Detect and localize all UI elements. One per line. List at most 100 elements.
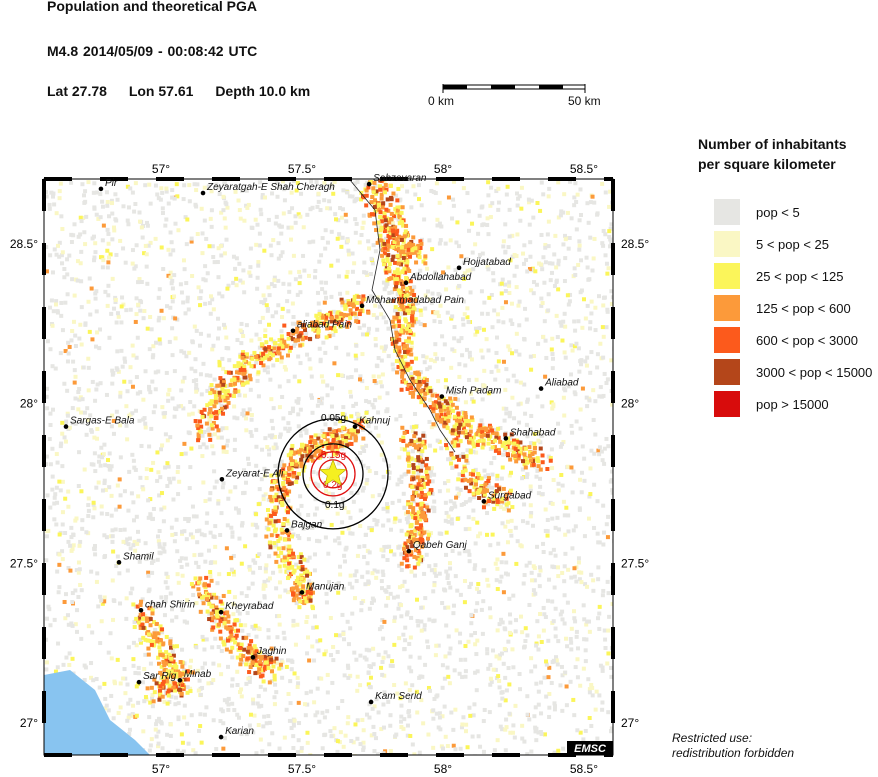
city-label: Kam Serid bbox=[375, 691, 422, 702]
city-marker: Mohammadabad Pain bbox=[359, 295, 464, 309]
event-lat: Lat 27.78 bbox=[47, 83, 107, 99]
legend-item: 5 < pop < 25 bbox=[714, 231, 829, 257]
city-marker: Qabeh Ganj bbox=[406, 540, 468, 554]
lon-tick-label-bottom: 58.5° bbox=[570, 762, 598, 776]
legend-swatch bbox=[714, 295, 740, 321]
lon-tick-label-top: 58.5° bbox=[570, 162, 598, 176]
lat-tick-label-right: 28° bbox=[621, 397, 639, 411]
city-marker: Mish Padam bbox=[439, 386, 502, 399]
city-marker: Shahabad bbox=[503, 427, 556, 441]
legend-title-line2: per square kilometer bbox=[698, 156, 836, 172]
city-label: chah Shirin bbox=[145, 599, 195, 610]
legend-item: pop > 15000 bbox=[714, 391, 829, 417]
scale-bar bbox=[442, 84, 586, 93]
city-dot bbox=[116, 560, 122, 565]
legend-title-line1: Number of inhabitants bbox=[698, 136, 847, 152]
province-border bbox=[349, 179, 456, 453]
city-marker: Karian bbox=[218, 726, 254, 740]
city-marker: Pir bbox=[98, 178, 118, 192]
pga-contour bbox=[310, 451, 356, 497]
legend-item: 125 < pop < 600 bbox=[714, 295, 851, 321]
city-marker: Zeyaratgah-E Shah Cheragh bbox=[200, 182, 335, 196]
pga-contour bbox=[277, 418, 389, 530]
city-label: Shahabad bbox=[510, 427, 556, 438]
legend-label: pop > 15000 bbox=[756, 396, 829, 412]
legend-item: pop < 5 bbox=[714, 199, 800, 225]
legend-label: 5 < pop < 25 bbox=[756, 236, 830, 252]
legend-item: 600 < pop < 3000 bbox=[714, 327, 858, 353]
scale-end-label: 50 km bbox=[568, 94, 601, 108]
city-marker: Kheyrabad bbox=[218, 601, 274, 615]
city-marker: Kahnuj bbox=[352, 416, 391, 429]
lat-tick-label-left: 28.5° bbox=[10, 237, 38, 251]
legend-swatch bbox=[714, 199, 740, 225]
lon-tick-label-bottom: 57° bbox=[152, 762, 170, 776]
lon-tick-label-top: 57° bbox=[152, 162, 170, 176]
legend-label: 3000 < pop < 15000 bbox=[756, 364, 873, 380]
city-marker: chah Shirin bbox=[138, 599, 195, 613]
city-marker: Hojjatabad bbox=[456, 257, 511, 271]
city-label: Zeyarat-E Ali bbox=[225, 468, 284, 479]
usage-line1: Restricted use: bbox=[672, 731, 753, 745]
city-marker: Kam Serid bbox=[368, 691, 422, 705]
legend-item: 3000 < pop < 15000 bbox=[714, 359, 872, 385]
legend-swatch bbox=[714, 231, 740, 257]
city-label: Pir bbox=[105, 178, 118, 189]
city-marker: Minab bbox=[177, 669, 212, 683]
city-label: Mish Padam bbox=[446, 386, 502, 397]
population-map: 57° 57° 57.5° 57.5° 58° 58° 58.5° 58.5° 27° 27° 27… bbox=[10, 162, 650, 776]
event-info: M4.8 2014/05/09 - 00:08:42 UTC bbox=[47, 43, 258, 59]
city-label: Sar Rig bbox=[143, 671, 177, 682]
city-label: Bajgan bbox=[291, 519, 323, 530]
pga-contour-label: 0.2g bbox=[323, 480, 342, 491]
legend-label: 600 < pop < 3000 bbox=[756, 332, 858, 348]
city-label: Kheyrabad bbox=[225, 601, 274, 612]
lat-tick-label-left: 27° bbox=[20, 716, 38, 730]
city-dot bbox=[290, 328, 296, 334]
legend-label: 125 < pop < 600 bbox=[756, 300, 851, 316]
city-label: Mohammadabad Pain bbox=[366, 295, 464, 306]
city-label: Jaghin bbox=[256, 646, 287, 657]
city-dot bbox=[136, 679, 142, 685]
city-label: Shamil bbox=[123, 551, 154, 562]
legend-label: pop < 5 bbox=[756, 204, 800, 220]
city-dot bbox=[250, 654, 256, 660]
sea bbox=[44, 670, 150, 755]
city-label: Hojjatabad bbox=[463, 257, 511, 268]
city-label: aliabad Pain bbox=[297, 320, 352, 331]
city-label: Aliabad bbox=[544, 378, 579, 389]
city-marker: Shamil bbox=[116, 551, 154, 565]
lat-tick-label-right: 27.5° bbox=[621, 556, 649, 570]
legend-swatch bbox=[714, 359, 740, 385]
pga-contour bbox=[302, 443, 364, 505]
lon-tick-label-bottom: 58° bbox=[434, 762, 452, 776]
city-label: Manujan bbox=[306, 581, 345, 592]
map-title: Population and theoretical PGA bbox=[47, 0, 258, 14]
city-marker: Surgabad bbox=[481, 490, 532, 504]
pga-contour-label: 0.15g bbox=[321, 450, 346, 461]
city-dot bbox=[406, 548, 412, 554]
event-location: Lat 27.78 Lon 57.61 Depth 10.0 km bbox=[47, 83, 328, 99]
city-marker: Bajgan bbox=[284, 519, 323, 533]
city-marker: Sargas-E Bala bbox=[63, 416, 135, 429]
epicenter-star-icon bbox=[318, 459, 348, 486]
pga-contour-label: 0.05g bbox=[321, 413, 346, 424]
city-marker: Aliabad bbox=[538, 378, 579, 391]
city-marker: aliabad Pain bbox=[290, 320, 352, 334]
emsc-logo bbox=[567, 741, 613, 755]
city-label: Sabzevaran bbox=[373, 173, 427, 184]
city-dot bbox=[200, 190, 206, 196]
city-dot bbox=[368, 699, 374, 705]
city-dot bbox=[284, 528, 290, 533]
city-dot bbox=[138, 607, 144, 613]
city-dot bbox=[218, 734, 224, 740]
emsc-logo-text: EMSC bbox=[574, 743, 607, 755]
usage-notice: Restricted use: redistribution forbidden bbox=[672, 731, 794, 761]
city-dot bbox=[177, 677, 183, 683]
legend-swatch bbox=[714, 327, 740, 353]
legend-title: Number of inhabitants per square kilomet… bbox=[698, 134, 847, 174]
population-layer bbox=[44, 179, 613, 755]
city-dot bbox=[538, 386, 544, 391]
city-dot bbox=[456, 265, 462, 271]
legend-item: 25 < pop < 125 bbox=[714, 263, 843, 289]
